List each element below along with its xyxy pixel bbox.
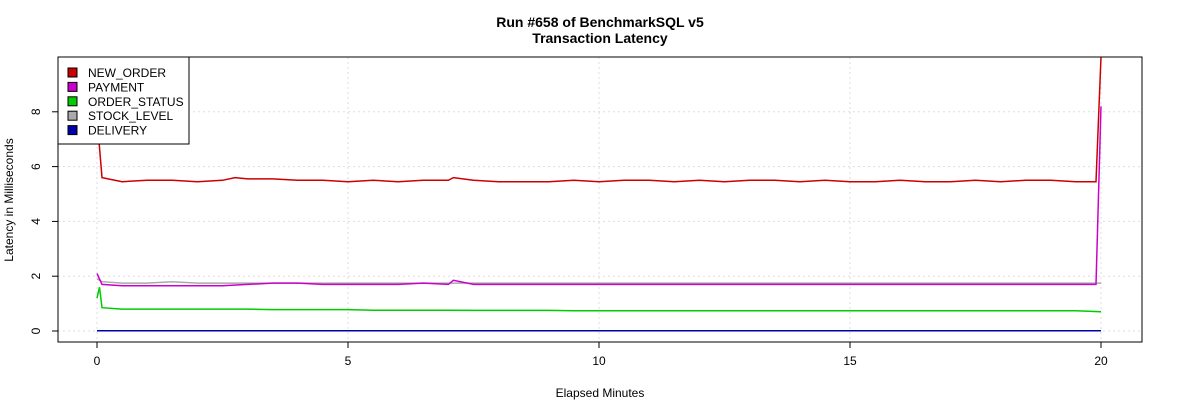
series-lines — [96, 57, 1102, 332]
legend-swatch — [67, 81, 78, 92]
y-axis-label: Latency in Milliseconds — [2, 138, 16, 261]
legend-label: NEW_ORDER — [88, 66, 166, 80]
legend-swatch — [67, 96, 78, 107]
x-tick-label: 15 — [843, 354, 857, 368]
y-axis: 0 2 4 6 8 — [29, 108, 59, 334]
series-line-stock-level — [96, 278, 1101, 284]
chart-subtitle: Transaction Latency — [532, 30, 668, 46]
y-tick-label: 2 — [29, 273, 43, 280]
legend-label: DELIVERY — [88, 124, 147, 138]
y-tick-label: 0 — [29, 327, 43, 334]
legend-label: ORDER_STATUS — [88, 95, 184, 109]
x-tick-label: 10 — [592, 354, 606, 368]
series-line-new-order — [96, 57, 1102, 183]
y-tick-label: 8 — [29, 108, 43, 115]
x-tick-label: 20 — [1094, 354, 1108, 368]
legend-box — [57, 56, 190, 145]
legend-swatch — [67, 67, 78, 78]
series-line-payment — [96, 106, 1102, 287]
legend-swatch — [67, 110, 78, 121]
x-axis: 0 5 10 15 20 — [94, 341, 1108, 368]
legend-label: STOCK_LEVEL — [88, 109, 173, 123]
x-tick-label: 5 — [345, 354, 352, 368]
y-tick-label: 6 — [29, 163, 43, 170]
legend-label: PAYMENT — [88, 80, 145, 94]
chart-title: Run #658 of BenchmarkSQL v5 — [496, 14, 704, 30]
x-axis-label: Elapsed Minutes — [556, 386, 645, 400]
y-tick-label: 4 — [29, 218, 43, 225]
grid-lines — [58, 57, 1142, 342]
legend: NEW_ORDERPAYMENTORDER_STATUSSTOCK_LEVELD… — [57, 56, 190, 145]
plot-area-border — [57, 56, 1143, 343]
x-tick-label: 0 — [94, 354, 101, 368]
series-line-order-status — [96, 287, 1102, 313]
legend-swatch — [67, 125, 78, 136]
